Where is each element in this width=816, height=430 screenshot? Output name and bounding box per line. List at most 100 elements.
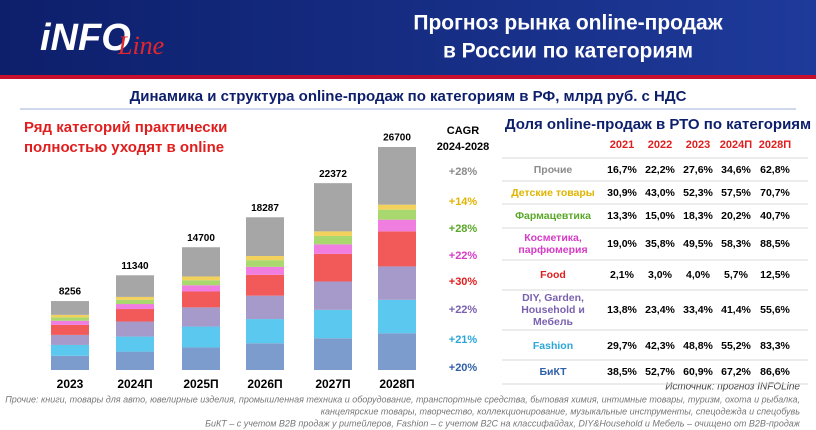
- table-cell: 15,0%: [645, 210, 675, 222]
- x-tick-label: 2023: [57, 377, 84, 391]
- logo-main: iNFO: [40, 17, 131, 59]
- bar-segment: [182, 285, 220, 292]
- table-cell: 40,7%: [760, 210, 790, 222]
- table-cell: 35,8%: [645, 238, 675, 250]
- bar-segment: [314, 281, 352, 310]
- bar-segment: [378, 204, 416, 210]
- bar-segment: [51, 314, 89, 318]
- bar-segment: [314, 309, 352, 339]
- bar-segment: [314, 244, 352, 254]
- bar-segment: [182, 307, 220, 327]
- bar-segment: [116, 321, 154, 337]
- bar-segment: [116, 336, 154, 352]
- total-label: 8256: [59, 287, 82, 298]
- bar-segment: [51, 320, 89, 325]
- table-cell: 2,1%: [610, 269, 635, 281]
- cagr-label: +20%: [449, 362, 478, 374]
- footnote: Прочие: книги, товары для авто, ювелирны…: [5, 394, 800, 404]
- column-header: 2024П: [720, 139, 752, 151]
- row-label: Прочие: [534, 164, 573, 176]
- column-header: 2022: [648, 139, 672, 151]
- table-cell: 57,5%: [721, 187, 751, 199]
- table-cell: 52,3%: [683, 187, 713, 199]
- table-cell: 86,6%: [760, 366, 790, 378]
- table-cell: 88,5%: [760, 238, 790, 250]
- bar-segment: [51, 317, 89, 321]
- total-label: 14700: [187, 233, 215, 244]
- cagr-label: +14%: [449, 196, 478, 208]
- cagr-header: CAGR: [447, 125, 479, 137]
- cagr-label: +22%: [449, 304, 478, 316]
- table-cell: 60,9%: [683, 366, 713, 378]
- bar-segment: [182, 347, 220, 370]
- column-header: 2023: [686, 139, 710, 151]
- table-cell: 42,3%: [645, 340, 675, 352]
- table-cell: 3,0%: [648, 269, 673, 281]
- table-cell: 12,5%: [760, 269, 790, 281]
- bar-segment: [314, 235, 352, 245]
- row-label: Household и: [521, 304, 585, 316]
- table-cell: 58,3%: [721, 238, 751, 250]
- table-cell: 20,2%: [721, 210, 751, 222]
- table-cell: 83,3%: [760, 340, 790, 352]
- bar-segment: [51, 344, 89, 356]
- subtitle: Динамика и структура online-продаж по ка…: [130, 88, 687, 105]
- table-cell: 67,2%: [721, 366, 751, 378]
- row-label: Фармацевтика: [515, 210, 591, 222]
- row-label: Детские товары: [511, 187, 595, 199]
- footnote: канцелярские товары, творчество, коллекц…: [321, 406, 801, 416]
- note: полностью уходят в online: [24, 139, 224, 156]
- bar-segment: [246, 266, 284, 275]
- column-header: 2021: [610, 139, 634, 151]
- table-cell: 30,9%: [607, 187, 637, 199]
- bar-segment: [246, 295, 284, 320]
- table-cell: 70,7%: [760, 187, 790, 199]
- bar-segment: [314, 338, 352, 370]
- table-cell: 23,4%: [645, 304, 675, 316]
- bar-segment: [116, 351, 154, 370]
- bar-segment: [246, 260, 284, 267]
- table-cell: 62,8%: [760, 164, 790, 176]
- bar-segment: [182, 276, 220, 281]
- table-cell: 52,7%: [645, 366, 675, 378]
- bar-segment: [116, 309, 154, 322]
- bar-segment: [246, 319, 284, 344]
- x-tick-label: 2024П: [117, 377, 152, 391]
- total-label: 22372: [319, 169, 347, 180]
- header-stripe: [0, 75, 816, 79]
- bar-segment: [246, 274, 284, 296]
- table-cell: 27,6%: [683, 164, 713, 176]
- bar-segment: [182, 280, 220, 286]
- table-cell: 22,2%: [645, 164, 675, 176]
- bar-segment: [182, 326, 220, 348]
- bar-segment: [378, 209, 416, 220]
- table-cell: 13,3%: [607, 210, 637, 222]
- table-cell: 55,6%: [760, 304, 790, 316]
- bar-segment: [182, 291, 220, 308]
- row-label: Косметика,: [524, 232, 582, 244]
- cagr-header: 2024-2028: [437, 141, 490, 153]
- x-tick-label: 2025П: [183, 377, 218, 391]
- total-label: 11340: [121, 261, 149, 272]
- note: Ряд категорий практически: [24, 119, 227, 136]
- bar-segment: [51, 301, 89, 315]
- total-label: 18287: [251, 203, 279, 214]
- table-title: Доля online-продаж в РТО по категориям: [505, 116, 811, 133]
- cagr-label: +30%: [449, 276, 478, 288]
- bar-segment: [51, 324, 89, 335]
- row-label: Мебель: [533, 316, 573, 328]
- cagr-label: +22%: [449, 250, 478, 262]
- bar-segment: [314, 253, 352, 282]
- row-label: Food: [540, 269, 566, 281]
- bar-segment: [116, 304, 154, 310]
- table-cell: 19,0%: [607, 238, 637, 250]
- bar-segment: [378, 333, 416, 370]
- table-cell: 49,5%: [683, 238, 713, 250]
- table-cell: 43,0%: [645, 187, 675, 199]
- column-header: 2028П: [759, 139, 791, 151]
- table-cell: 34,6%: [721, 164, 751, 176]
- bar-segment: [378, 299, 416, 334]
- cagr-label: +28%: [449, 223, 478, 235]
- table-cell: 38,5%: [607, 366, 637, 378]
